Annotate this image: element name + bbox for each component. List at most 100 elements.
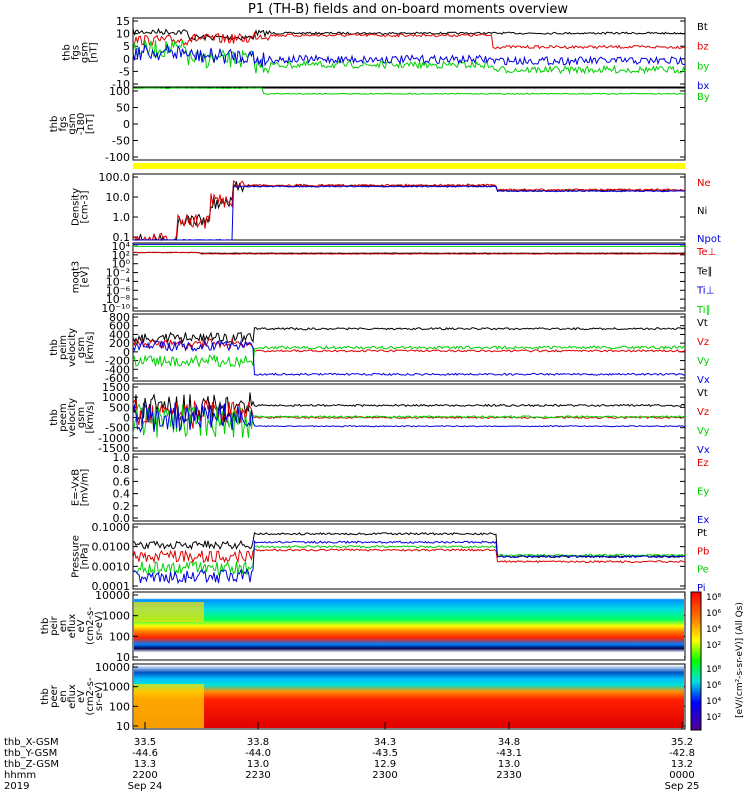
- series-Vz: [132, 337, 686, 353]
- y-tick-label: 10⁰: [112, 258, 131, 271]
- x-tick-hhmm: 2330: [496, 770, 521, 781]
- y-axis-label-line: sr-eV): [94, 611, 105, 640]
- colorbar-tick: 10⁶: [706, 681, 721, 691]
- colorbar-tick: 10²: [706, 713, 721, 723]
- y-tick-label: 800: [109, 311, 130, 324]
- x-tick-x: 34.8: [498, 737, 520, 748]
- legend-entry: Vy: [697, 356, 710, 367]
- legend-entry: Pi: [697, 583, 706, 594]
- y-axis-label: moqt3[eV]: [71, 261, 91, 294]
- y-axis-label: thbpeimvelocitygsm[km/s]: [49, 328, 96, 367]
- y-tick-label: -10: [112, 78, 130, 91]
- legend-entry: Ez: [697, 458, 709, 469]
- series-By: [132, 87, 686, 95]
- panel-fgs_gsm_180: 100 50 0 -50 -100 thbfgsgsm-180[nT] By: [49, 85, 710, 169]
- series-Vt: [132, 327, 686, 345]
- series-Pi: [132, 540, 686, 585]
- colorbar: [690, 591, 702, 731]
- y-tick-label: -400: [105, 363, 130, 376]
- colorbar-tick: 10⁸: [706, 665, 721, 675]
- y-tick-label: -600: [105, 372, 130, 385]
- y-tick-label: 1000: [102, 610, 130, 623]
- series-by: [132, 39, 686, 75]
- y-axis-label-line: (cm2-s-: [85, 677, 96, 715]
- panels-group: 151050-5-10thbfgsgsm[nT]Btbzbybx100500-5…: [40, 15, 721, 733]
- y-tick-label: 50: [116, 102, 130, 115]
- y-axis-label: thbfgsgsm-180[nT]: [49, 113, 96, 136]
- colorbar-tick: 10⁶: [706, 609, 721, 619]
- y-axis-label-line: thb: [49, 116, 60, 133]
- y-tick-label: 0: [123, 53, 130, 66]
- y-tick-label: 500: [109, 401, 130, 414]
- y-tick-label: 0.1: [113, 231, 131, 244]
- y-tick-label: 100.0: [99, 171, 131, 184]
- y-tick-label: -500: [105, 422, 130, 435]
- legend-entry: Bt: [697, 22, 708, 33]
- y-tick-label: 10⁻²: [106, 267, 130, 280]
- y-tick-label: 1.0: [113, 451, 131, 464]
- y-tick-label: 10: [116, 28, 130, 41]
- y-axis-label-line: gsm: [80, 42, 91, 63]
- series-Vz: [132, 399, 686, 429]
- legend-entry: Vx: [697, 445, 710, 456]
- legend-entry: Ne: [697, 178, 711, 189]
- legend-entry: Vz: [697, 407, 709, 418]
- y-tick-label: 1000: [102, 681, 130, 694]
- x-tick-z: 13.3: [134, 759, 156, 770]
- x-tick-hhmm: 0000: [669, 770, 694, 781]
- series-Vx: [132, 402, 685, 433]
- y-tick-label: 10: [116, 720, 130, 733]
- legend-entry: Te∥: [696, 266, 713, 277]
- y-tick-label: 10⁴: [112, 240, 131, 253]
- legend-entry: Ti⊥: [696, 286, 714, 297]
- y-axis-label: thbpeemvelocitygsm[km/s]: [49, 398, 96, 437]
- panel-efield: 1.00.80.60.40.20.0 E=-VxB[mV/m] Ez Ey Ex: [71, 451, 710, 526]
- y-axis-label: E=-VxB[mV/m]: [71, 469, 91, 507]
- y-axis-label-line: Pressure: [71, 535, 82, 578]
- plot-title: P1 (TH-B) fields and on-board moments ov…: [248, 2, 568, 17]
- panel-frame: [132, 242, 686, 312]
- y-axis-label-line: eflux: [67, 614, 78, 639]
- y-tick-label: 10⁻⁶: [106, 284, 131, 297]
- y-axis-label-line: gsm: [76, 407, 87, 428]
- y-tick-label: 0.2: [113, 500, 131, 513]
- y-tick-label: 10²: [112, 249, 130, 262]
- y-axis-label-line: thb: [62, 44, 73, 61]
- legend-entry: by: [697, 61, 709, 72]
- spectrogram: [134, 665, 684, 728]
- y-tick-label: 10⁻¹⁰: [101, 302, 130, 315]
- spectrogram: [134, 593, 684, 659]
- y-tick-label: 15: [116, 15, 130, 28]
- y-tick-label: 0: [123, 118, 130, 131]
- y-tick-label: -1000: [98, 432, 130, 445]
- y-axis-label-line: -180: [76, 113, 87, 136]
- x-row-label: thb_X-GSM: [4, 737, 59, 748]
- flag-bar: [133, 163, 685, 169]
- x-tick-y: -43.5: [372, 748, 398, 759]
- series-Te: [132, 251, 686, 254]
- y-tick-label: 0: [123, 346, 130, 359]
- x-tick-hhmm: 2200: [132, 770, 157, 781]
- y-tick-label: 0.0010: [92, 560, 131, 573]
- y-tick-label: 400: [109, 328, 130, 341]
- colorbars-group: 10⁸ 10⁶ 10⁴ 10² 10⁸ 10⁶ 10⁴ 10² [eV/(cm²-s-sr-eV…: [690, 591, 745, 731]
- y-tick-label: 0.1000: [92, 521, 131, 534]
- y-axis-label-line: thb: [49, 409, 60, 426]
- y-tick-label: 100: [109, 85, 130, 98]
- x-tick-x: 33.8: [247, 737, 269, 748]
- x-tick-x: 33.5: [134, 737, 156, 748]
- legend-entry: Ti∥: [696, 305, 711, 316]
- y-tick-label: -200: [105, 355, 130, 368]
- legend-entry: Ni: [697, 206, 707, 217]
- y-tick-label: 1500: [102, 381, 130, 394]
- legend-entry: Ey: [697, 487, 709, 498]
- series-Pe: [132, 545, 686, 577]
- x-tick-date: Sep 24: [128, 781, 163, 792]
- x-tick-hhmm: 2300: [372, 770, 397, 781]
- y-axis-label-line: thb: [49, 339, 60, 356]
- y-axis-label-line: Density: [71, 188, 82, 226]
- y-tick-label: -100: [105, 151, 130, 164]
- series-Tperp-e: [132, 251, 686, 255]
